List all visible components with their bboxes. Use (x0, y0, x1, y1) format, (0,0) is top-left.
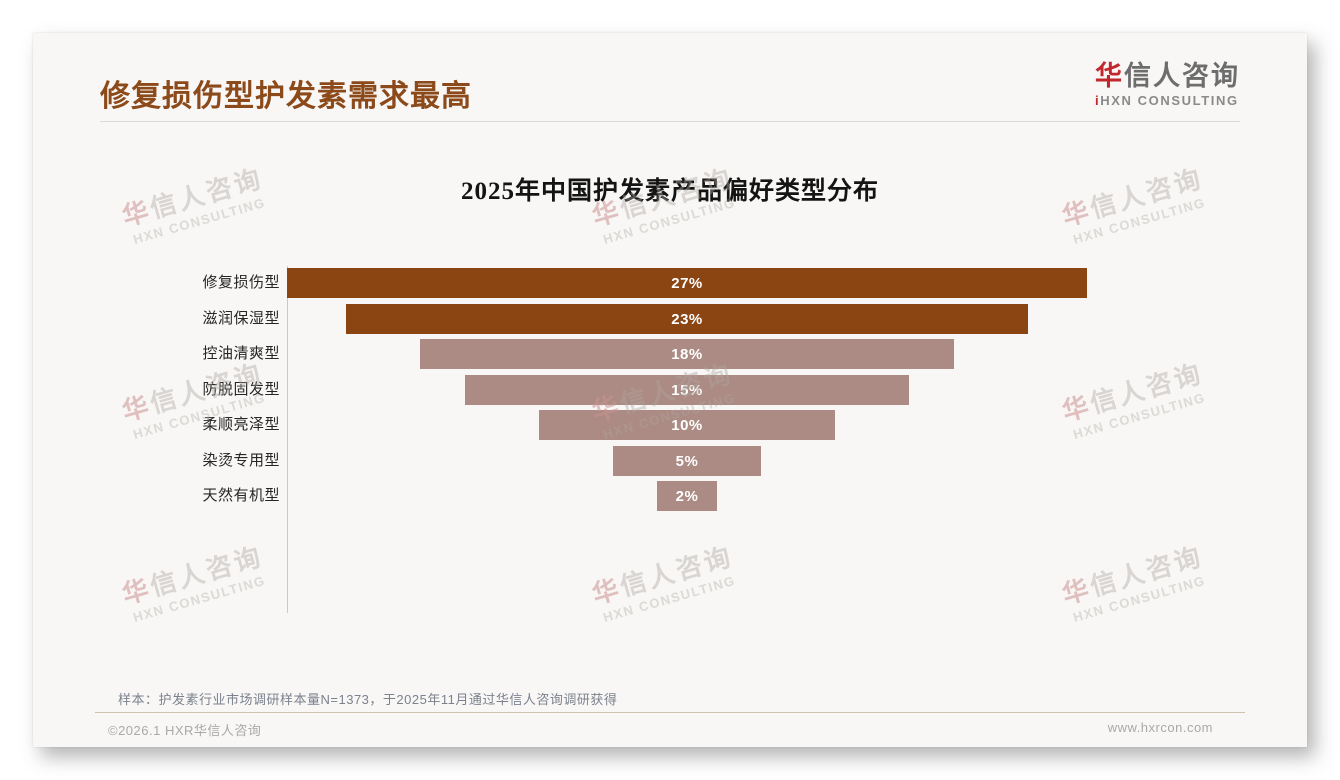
brand-logo-text: 信人咨询 (1124, 61, 1240, 91)
category-label: 防脱固发型 (202, 381, 280, 398)
bar-track: 23% (287, 304, 1087, 334)
bar-track: 15% (287, 375, 1087, 405)
bar-track: 18% (287, 339, 1087, 369)
funnel-row: 天然有机型 2% (33, 481, 1307, 511)
bar-track: 5% (287, 446, 1087, 476)
value-label: 5% (675, 452, 699, 470)
funnel-bar: 27% (287, 268, 1087, 298)
funnel-row: 控油清爽型 18% (33, 339, 1307, 369)
chart-axis-line (287, 266, 288, 613)
funnel-bar: 18% (420, 339, 954, 369)
funnel-bar: 23% (346, 304, 1028, 334)
funnel-bar: 5% (612, 446, 762, 476)
brand-logo: 华信人咨询 iHXN CONSULTING (1095, 60, 1240, 108)
bar-track: 10% (287, 410, 1087, 440)
value-label: 27% (671, 274, 703, 292)
footer-website: www.hxrcon.com (1107, 720, 1213, 735)
funnel-row: 染烫专用型 5% (33, 446, 1307, 476)
funnel-row: 修复损伤型 27% (33, 268, 1307, 298)
bar-track: 27% (287, 268, 1087, 298)
category-label: 天然有机型 (202, 487, 280, 504)
footer-divider (95, 712, 1245, 713)
page-title: 修复损伤型护发素需求最高 (100, 80, 472, 113)
footer-copyright: ©2026.1 HXR华信人咨询 (108, 723, 262, 738)
brand-logo-cn: 华信人咨询 (1095, 60, 1240, 92)
category-label: 滋润保湿型 (202, 310, 280, 327)
funnel-bar: 15% (464, 375, 910, 405)
funnel-chart: 修复损伤型 27% 滋润保湿型 23% 控油清爽型 18% 防脱固发型 15% 柔顺亮泽型 10%… (33, 33, 1307, 747)
funnel-row: 柔顺亮泽型 10% (33, 410, 1307, 440)
header-divider (100, 121, 1240, 122)
value-label: 2% (675, 487, 699, 505)
brand-logo-accent: 华 (1095, 61, 1124, 91)
value-label: 10% (671, 416, 703, 434)
category-label: 修复损伤型 (202, 274, 280, 291)
category-label: 控油清爽型 (202, 345, 280, 362)
sample-note: 样本：护发素行业市场调研样本量N=1373，于2025年11月通过华信人咨询调研… (118, 692, 618, 707)
funnel-bar: 2% (657, 481, 717, 511)
bar-track: 2% (287, 481, 1087, 511)
funnel-row: 防脱固发型 15% (33, 375, 1307, 405)
funnel-bar: 10% (538, 410, 836, 440)
chart-title: 2025年中国护发素产品偏好类型分布 (460, 178, 879, 205)
value-label: 23% (671, 310, 703, 328)
slide-card: 修复损伤型护发素需求最高 华信人咨询 iHXN CONSULTING 2025年… (33, 33, 1307, 747)
category-label: 染烫专用型 (202, 452, 280, 469)
value-label: 15% (671, 381, 703, 399)
funnel-row: 滋润保湿型 23% (33, 304, 1307, 334)
category-label: 柔顺亮泽型 (202, 416, 280, 433)
value-label: 18% (671, 345, 703, 363)
brand-logo-en: iHXN CONSULTING (1095, 93, 1239, 109)
brand-logo-mark-icon: i (1095, 93, 1101, 109)
